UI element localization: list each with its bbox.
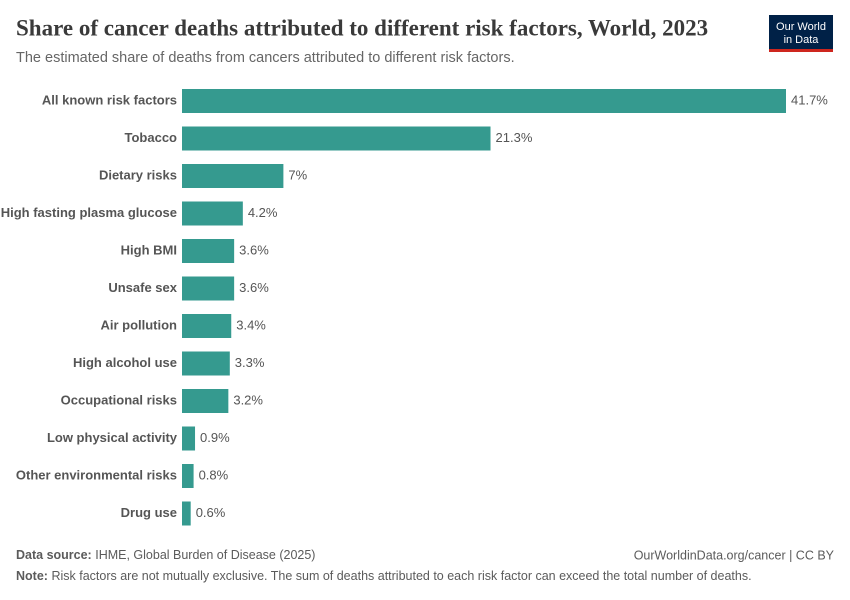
logo-text: Our World	[776, 21, 826, 33]
category-label: Air pollution	[100, 317, 177, 332]
bar	[182, 126, 491, 151]
value-label: 0.6%	[196, 505, 226, 520]
bar	[182, 314, 232, 338]
category-label: All known risk factors	[42, 92, 177, 107]
logo-text: in Data	[784, 34, 820, 46]
bar	[182, 426, 196, 451]
value-label: 4.2%	[248, 205, 278, 220]
logo-underline	[769, 49, 833, 52]
value-label: 0.9%	[200, 430, 230, 445]
source-label: Data source:	[16, 548, 92, 562]
bar	[182, 164, 284, 188]
chart-subtitle: The estimated share of deaths from cance…	[16, 50, 515, 66]
bar	[182, 501, 191, 526]
note-label: Note:	[16, 569, 48, 583]
bar	[182, 276, 235, 301]
chart-title: Share of cancer deaths attributed to dif…	[16, 15, 708, 40]
category-label: High fasting plasma glucose	[1, 205, 177, 220]
category-label: Tobacco	[125, 130, 178, 145]
value-label: 0.8%	[199, 467, 229, 482]
bar	[182, 239, 235, 263]
source-line: Data source: IHME, Global Burden of Dise…	[16, 548, 315, 562]
value-label: 7%	[288, 167, 307, 182]
note-line: Note: Risk factors are not mutually excl…	[16, 569, 752, 583]
category-label: Other environmental risks	[16, 467, 177, 482]
bar	[182, 389, 229, 413]
bar	[182, 464, 194, 488]
value-label: 3.6%	[239, 280, 269, 295]
value-label: 3.2%	[233, 392, 263, 407]
value-label: 3.3%	[235, 355, 265, 370]
category-label: Dietary risks	[99, 167, 177, 182]
value-label: 3.6%	[239, 242, 269, 257]
source: IHME, Global Burden of Disease (2025)	[95, 548, 315, 562]
category-label: Occupational risks	[61, 392, 177, 407]
logo[interactable]: Our World in Data	[769, 15, 833, 52]
value-label: 21.3%	[496, 130, 533, 145]
bar	[182, 351, 230, 376]
value-label: 3.4%	[236, 317, 266, 332]
url-license[interactable]: OurWorldinData.org/cancer | CC BY	[634, 548, 835, 562]
value-label: 41.7%	[791, 92, 828, 107]
category-label: Low physical activity	[47, 430, 178, 445]
category-label: Unsafe sex	[108, 280, 177, 295]
bar	[182, 201, 243, 226]
category-label: Drug use	[121, 505, 177, 520]
note: Risk factors are not mutually exclusive.…	[51, 569, 751, 583]
category-label: High BMI	[121, 242, 177, 257]
logo-box	[769, 15, 833, 51]
category-label: High alcohol use	[73, 355, 177, 370]
bar	[182, 89, 786, 113]
